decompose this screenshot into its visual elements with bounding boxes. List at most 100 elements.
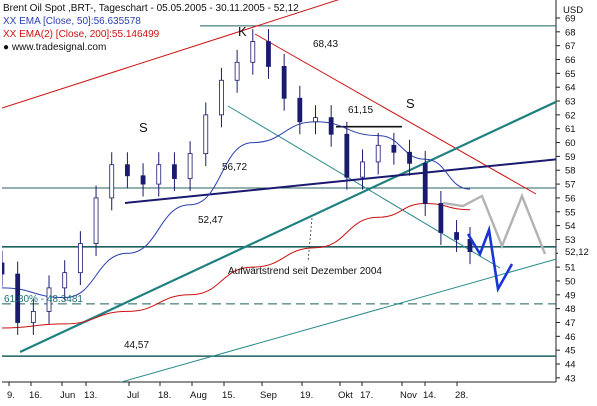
label-56-72: 56,72 [222,162,247,173]
currency-label: USD [563,5,583,16]
marker-head: K [238,24,247,39]
price-bar [2,262,5,275]
upper-channel-line [2,0,340,109]
price-bar [438,203,444,233]
price-bar [203,114,209,155]
price-bar [313,117,318,123]
y-tick-label: 45 [565,346,576,357]
downtrend-line-lower [227,105,501,269]
price-bar [297,97,303,123]
price-bar [46,287,52,312]
price-bar [109,164,115,199]
y-tick-label: 59 [565,152,576,163]
y-tick-label: 47 [565,318,576,329]
y-tick-label: 56 [565,193,576,204]
downtrend-line-upper [254,33,537,195]
annotation-pointer [307,217,313,263]
x-tick-label: Nov [400,390,417,401]
x-tick-label: 15. [222,390,235,401]
price-bar [30,311,36,323]
price-bar [328,117,334,135]
y-tick-label: 65 [565,69,576,80]
y-tick-label: 55 [565,207,576,218]
y-tick-label: 62 [565,110,576,121]
x-tick-label: 9. [7,390,15,401]
y-tick-label: 48 [565,304,576,315]
y-tick-label: 66 [565,55,576,66]
projection-path-gray [442,192,547,255]
y-tick-label: 67 [565,41,576,52]
price-bar [219,79,224,116]
price-bar [77,243,83,274]
y-tick-label: 64 [565,83,576,94]
lower-channel-line [119,258,556,382]
y-tick-label: 51 [565,263,576,274]
projection-path-blue [466,224,514,293]
price-bar [454,232,459,240]
x-tick-label: 17. [360,390,373,401]
x-tick-label: 18. [158,390,171,401]
price-bar [281,66,287,99]
y-tick-label: 68 [565,27,576,38]
price-bar [266,41,271,67]
price-bar [15,273,21,323]
price-bar [391,144,397,153]
y-tick-label: 58 [565,166,576,177]
label-61-15: 61,15 [348,105,373,116]
ema-200-line [2,202,471,329]
y-tick-label: 49 [565,290,576,301]
y-tick-label: 50 [565,276,576,287]
price-bar [407,151,412,164]
label-44-57: 44,57 [124,340,149,351]
price-bar [156,164,162,185]
legend-ema-200: XX EMA(2) [Close, 200]:55.146499 [3,29,160,40]
price-bars [2,29,473,335]
y-tick-label: 46 [565,332,576,343]
price-bar [344,133,350,178]
price-bar [234,61,240,81]
price-bar [93,197,99,244]
marker-left-shoulder: S [139,120,148,135]
plot-area [2,0,556,382]
y-tick-label: 57 [565,180,576,191]
y-tick-label: 53 [565,235,576,246]
price-bar [422,162,428,204]
x-tick-label: 14. [423,390,436,401]
x-tick-label: 19. [300,390,313,401]
y-tick-label: 44 [565,360,576,371]
x-tick-label: Aug [190,390,207,401]
ema-50-line [2,121,471,299]
neckline [124,158,556,204]
x-axis: 9. 16. Jun 13. Jul 18. Aug 15. Sep 19. Okt 17. Nov 14… [7,382,468,401]
price-bar [62,272,68,289]
legend-ema-50: XX EMA [Close, 50]:56.635578 [3,16,141,27]
legend-website: ● www.tradesignal.com [3,42,107,53]
last-value-label: 52,12 [565,247,589,258]
x-tick-label: 13. [84,390,97,401]
price-bar [187,153,193,179]
y-axis: 4344454647484950515253545556575859606162… [556,13,576,384]
y-tick-label: 61 [565,124,576,135]
label-fibonacci-level: 61.80% - 48.3481 [4,294,83,305]
price-bar [124,164,130,177]
price-bar [172,164,177,179]
label-uptrend-since-dec-2004: Aufwärtstrend seit Dezember 2004 [228,266,382,277]
label-52-47: 52,47 [198,215,223,226]
x-tick-label: 16. [29,390,42,401]
x-tick-label: Jul [127,390,139,401]
marker-right-shoulder: S [406,96,415,111]
y-tick-label: 54 [565,221,576,232]
price-bar [140,175,146,185]
label-68-43: 68,43 [313,39,338,50]
y-tick-label: 69 [565,13,576,24]
x-tick-label: Sep [260,390,277,401]
legend-title: Brent Oil Spot ,BRT-, Tageschart - 05.05… [3,3,299,14]
price-bar [360,161,365,178]
x-tick-label: Jun [60,390,75,401]
y-tick-label: 60 [565,138,576,149]
y-tick-label: 43 [565,373,576,384]
last-value-box [558,245,596,258]
x-tick-label: Okt [338,390,353,401]
price-bar [250,41,256,63]
